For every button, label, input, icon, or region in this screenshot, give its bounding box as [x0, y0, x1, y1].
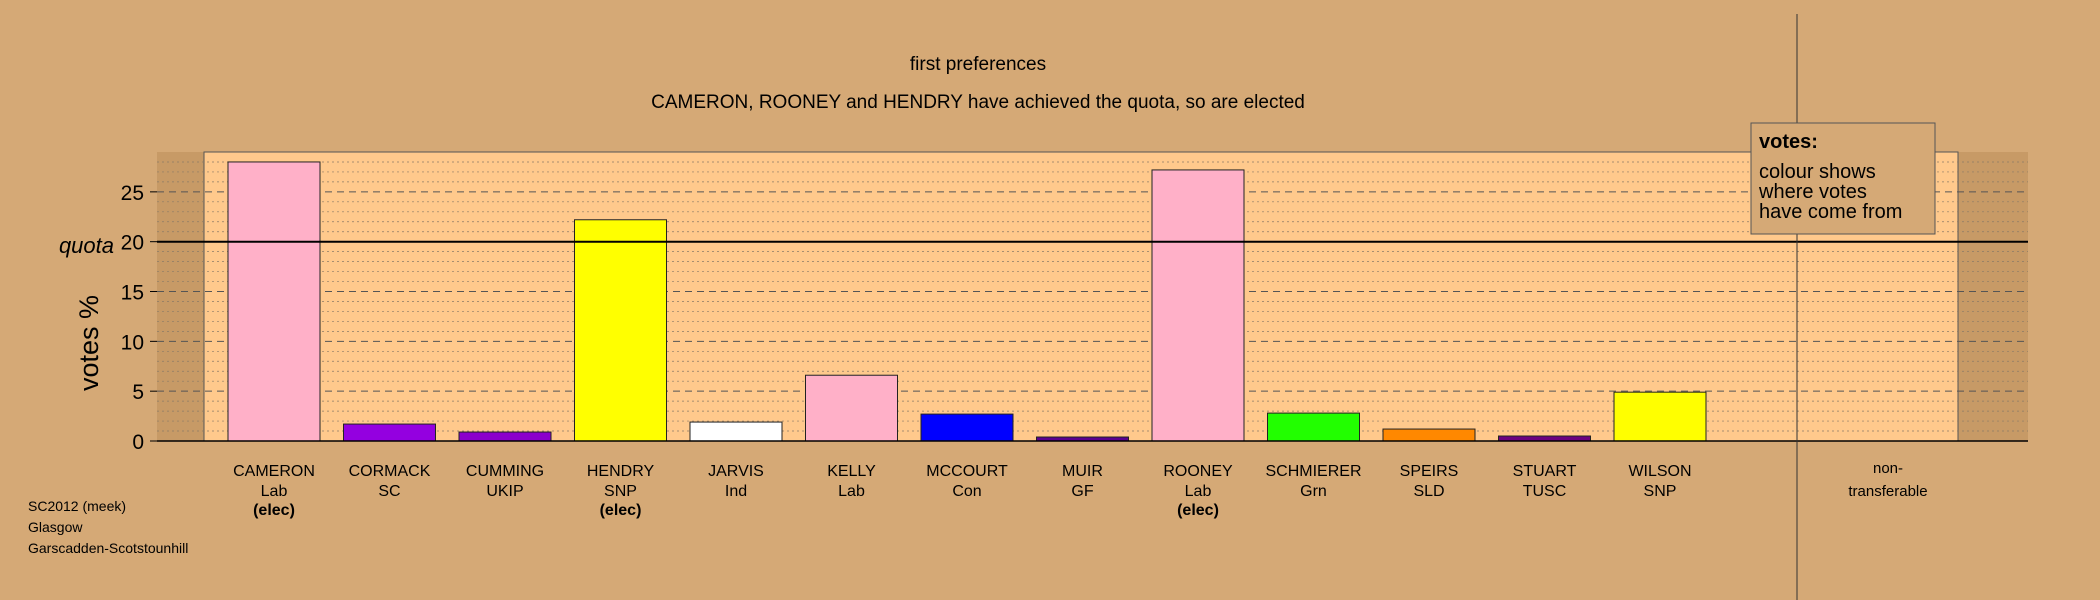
x-label-name: STUART	[1513, 463, 1577, 480]
bar-schmierer	[1267, 412, 1360, 442]
footer-region: Glasgow	[28, 519, 83, 535]
y-tick-label: 25	[121, 182, 144, 205]
y-tick-label: 5	[132, 381, 144, 404]
x-label-party: Lab	[261, 483, 288, 500]
x-label-name: ROONEY	[1163, 463, 1233, 480]
x-label-party: SC	[378, 483, 400, 500]
x-label-name: CORMACK	[349, 463, 431, 480]
legend-line-2: where votes	[1758, 181, 1867, 203]
x-label-status: (elec)	[253, 502, 295, 519]
x-label-party: Con	[952, 483, 981, 500]
chart-title: first preferences	[910, 54, 1046, 75]
x-label-name: KELLY	[827, 463, 876, 480]
x-label-name: CAMERON	[233, 463, 315, 480]
y-tick-label: 20	[121, 232, 144, 255]
x-label-nontransferable-1: non-	[1873, 460, 1903, 477]
x-label-name: SCHMIERER	[1265, 463, 1361, 480]
x-label-party: Grn	[1300, 483, 1327, 500]
x-label-name: SPEIRS	[1400, 463, 1459, 480]
bar-mccourt	[920, 413, 1014, 442]
bar-cumming	[458, 431, 552, 442]
x-label-party: SLD	[1413, 483, 1444, 500]
y-tick-label: 10	[121, 331, 144, 354]
x-label-name: HENDRY	[587, 463, 655, 480]
x-label-nontransferable-2: transferable	[1848, 483, 1927, 500]
plot-outer-band-left	[157, 152, 204, 441]
x-label-name: MUIR	[1062, 463, 1103, 480]
x-label-name: MCCOURT	[926, 463, 1008, 480]
x-label-name: CUMMING	[466, 463, 544, 480]
footer-source: SC2012 (meek)	[28, 498, 126, 514]
bar-jarvis	[689, 421, 783, 442]
x-label-party: Ind	[725, 483, 747, 500]
bar-kelly	[805, 374, 898, 442]
y-tick-label: 15	[121, 282, 144, 305]
x-label-party: Lab	[1185, 483, 1212, 500]
legend-line-3: have come from	[1759, 201, 1902, 223]
legend-title: votes:	[1759, 131, 1818, 153]
chart-subtitle: CAMERON, ROONEY and HENDRY have achieved…	[651, 92, 1305, 113]
x-label-party: UKIP	[486, 483, 523, 500]
x-label-party: TUSC	[1523, 483, 1567, 500]
x-label-status: (elec)	[600, 502, 642, 519]
quota-label: quota	[59, 233, 114, 258]
bar-wilson	[1613, 391, 1707, 442]
x-label-party: Lab	[838, 483, 865, 500]
x-label-status: (elec)	[1177, 502, 1219, 519]
plot-outer-band-right	[1958, 152, 2028, 441]
gridlines	[157, 161, 2028, 432]
y-axis-label: votes %	[74, 295, 104, 391]
x-axis-labels: CAMERON Lab (elec) CORMACK SC CUMMING UKIP HEND…	[233, 460, 1928, 519]
bar-hendry	[574, 219, 667, 442]
legend-line-1: colour shows	[1759, 161, 1876, 183]
bar-cameron	[227, 161, 321, 442]
x-label-name: WILSON	[1628, 463, 1691, 480]
bars	[227, 161, 1707, 442]
x-label-name: JARVIS	[708, 463, 764, 480]
y-axis-ticks: 0 5 10 15 20 25	[121, 182, 157, 454]
bar-speirs	[1382, 428, 1476, 442]
x-label-party: SNP	[604, 483, 637, 500]
bar-rooney	[1151, 169, 1245, 442]
legend: votes: colour shows where votes have com…	[1750, 122, 1936, 235]
footer-ward: Garscadden-Scotstounhill	[28, 540, 188, 556]
x-label-party: SNP	[1644, 483, 1677, 500]
bar-cormack	[343, 423, 436, 442]
y-tick-label: 0	[132, 431, 144, 454]
legend-box	[1750, 122, 1936, 235]
x-label-party: GF	[1071, 483, 1093, 500]
